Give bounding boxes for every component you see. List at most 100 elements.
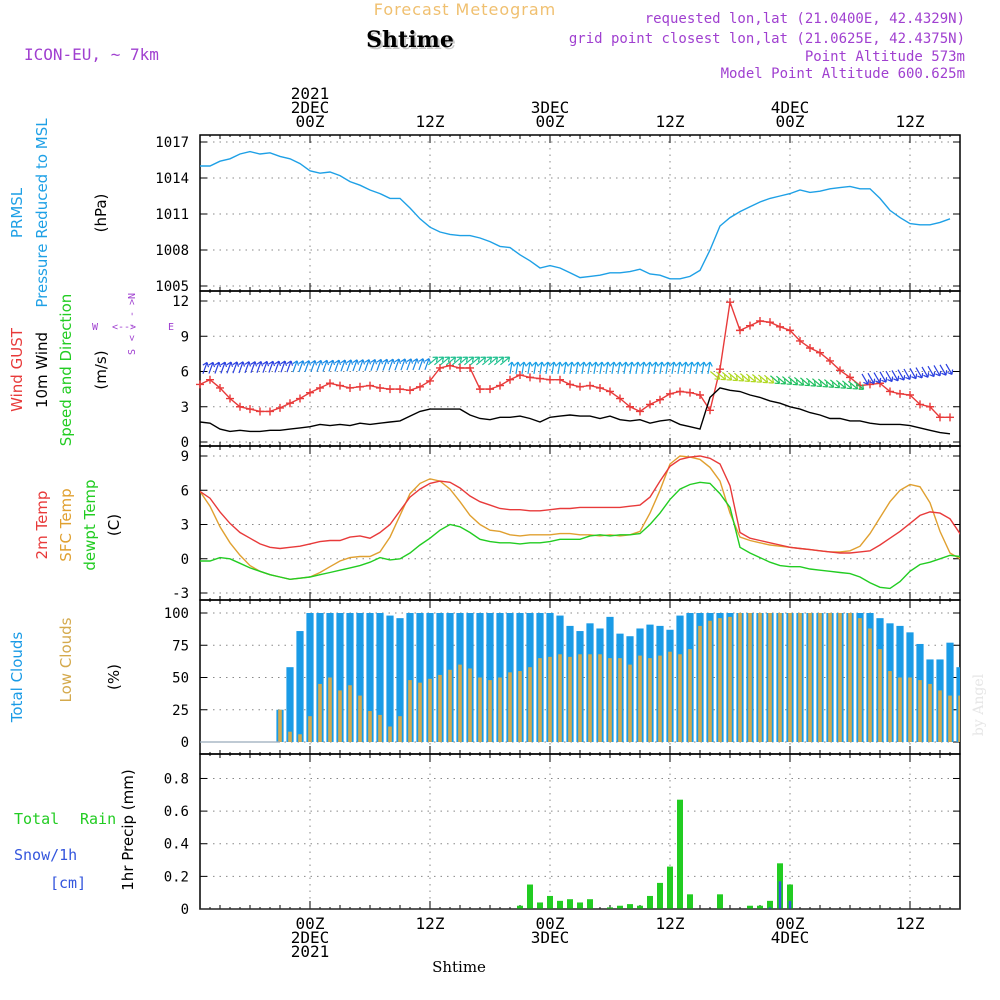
rain-bar [517,905,523,909]
panel-frame-precip [199,753,961,910]
low-cloud-bar [328,677,332,742]
low-cloud-bar [948,695,952,742]
wind-direction-arrow-shape [220,361,228,374]
wind-direction-arrow-shape [567,361,575,374]
gust-marker [906,391,914,399]
low-cloud-bar [508,672,512,742]
wind-direction-arrow-shape [836,379,847,389]
wind-direction-arrow-shape [507,361,515,374]
wind-direction-arrow [842,380,853,390]
clouds-unit: (%) [105,664,123,690]
wind-direction-arrow-shape [440,356,451,366]
y-tick-label: 0.2 [164,869,189,885]
wind-direction-arrow-shape [927,365,936,378]
wind-direction-arrow-shape [573,361,581,374]
wind-direction-arrow [752,374,763,383]
wind-direction-arrow [202,361,210,374]
wind-direction-arrow [412,358,420,371]
point-altitude: Point Altitude 573m [805,49,965,65]
low-cloud-bar [438,674,442,742]
wind-direction-arrow [933,365,942,377]
wind-direction-arrow-shape [921,366,930,378]
gust-marker [316,383,324,392]
gust-marker [556,375,564,384]
requested-coords: requested lon,lat (21.0400E, 42.4329N) [645,11,965,27]
low-cloud-bar [388,726,392,742]
total-cloud-bar [286,667,294,742]
wind-direction-arrow-shape [752,374,763,383]
wind-direction-arrow-shape [214,361,222,374]
low-cloud-bar [558,654,562,742]
gust-line [200,301,950,418]
time-label-top: 00Z [296,112,325,131]
gust-marker [286,399,294,408]
time-label-bottom: 12Z [656,914,685,933]
wind-direction-arrow [394,358,402,371]
plot-marks [196,150,960,910]
wind-direction-arrow-shape [675,361,683,374]
low-cloud-bar [338,690,342,742]
panel-frames [199,134,961,910]
wind-direction-arrow-shape [446,356,457,366]
gust-marker [486,385,494,394]
gust-marker [506,375,514,384]
gust-marker [526,373,534,382]
wind-direction-arrow [824,379,835,388]
wind-direction-arrow-shape [226,361,234,374]
compass-west: W [92,322,99,333]
wind-direction-arrow-shape [561,361,569,374]
gust-marker [396,385,404,394]
wind-direction-arrow-shape [464,356,475,366]
low-cloud-bar [928,683,932,742]
wind-direction-arrow [854,381,865,390]
wind-direction-arrow [830,379,841,389]
wind-direction-arrow [334,359,342,372]
watermark: by Angel [971,673,987,736]
low-cloud-bar [428,678,432,742]
wind-direction-arrow [549,361,557,374]
wind-direction-arrow-shape [202,361,210,374]
low-cloud-bar [638,655,642,742]
wind-direction-arrow [232,361,240,374]
low-cloud-bar [768,613,772,742]
wind-direction-arrow [615,361,623,374]
wind-dir-label: Speed and Direction [57,294,75,447]
wind-direction-arrow [376,358,384,371]
rain-bar [717,894,723,909]
time-label-bottom: 3DEC [531,928,570,947]
wind-direction-arrow [710,371,721,380]
wind-direction-arrow [452,356,463,366]
wind-direction-arrow [603,361,611,374]
grid-lines [200,135,960,910]
total-cloud-bar [396,618,404,742]
wind-direction-arrow [310,360,318,373]
gust-marker [496,381,504,390]
wind-direction-arrow-shape [915,367,924,379]
wind-direction-arrow [304,360,312,373]
wind-direction-arrow [885,370,894,383]
low-cloud-bar [358,695,362,742]
gust-marker [846,373,854,382]
low-cloud-bar [578,654,582,742]
wind-direction-arrow [519,361,527,374]
gust-marker [716,365,724,374]
wind-direction-arrow-shape [794,376,805,386]
wind-direction-arrow [939,364,948,376]
sfc-temp-line [200,455,960,581]
temp2m-line [200,455,960,554]
wind-direction-arrow-shape [525,361,533,374]
low-cloud-bar [798,613,802,742]
wind-direction-arrow-shape [776,375,787,385]
wind-direction-arrow [280,360,288,373]
total-cloud-bar [376,613,384,742]
precip-snow-label: Snow/1h [14,846,77,864]
gust-marker [336,381,344,390]
gust-marker [756,316,764,325]
low-cloud-bar [488,680,492,742]
gust-marker [616,394,624,403]
wind-direction-arrow [921,366,930,378]
y-tick-label: 0 [181,735,189,751]
time-label-bottom: 00Z [296,914,325,933]
banner-title: Forecast Meteogram [374,0,556,19]
